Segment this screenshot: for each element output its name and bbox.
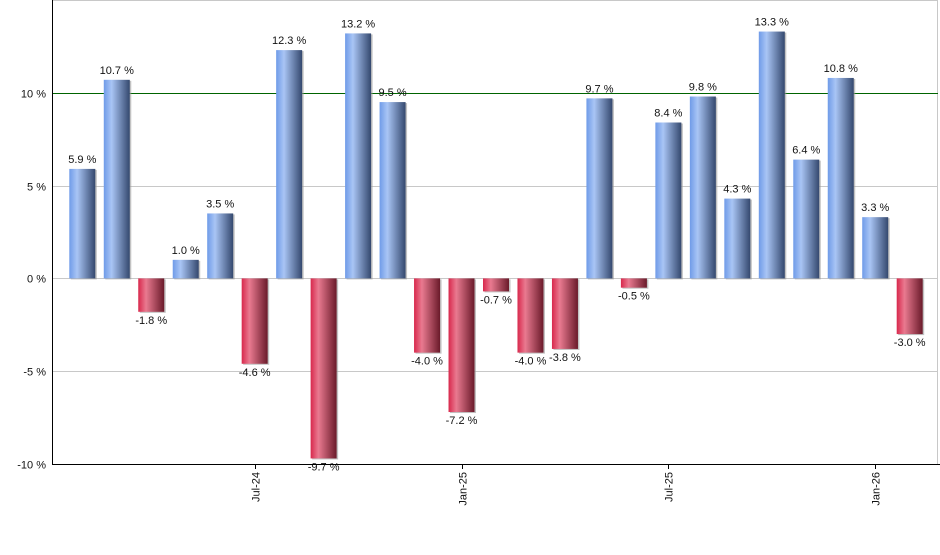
data-label: 12.3 %	[272, 35, 306, 47]
data-label: 5.9 %	[68, 154, 96, 166]
data-label: 1.0 %	[172, 245, 200, 257]
bar	[655, 122, 682, 279]
bar	[586, 98, 613, 279]
bar	[207, 213, 234, 279]
data-label: 10.7 %	[100, 65, 134, 77]
data-label: -9.7 %	[308, 461, 340, 473]
bar	[551, 278, 578, 349]
bar	[241, 278, 268, 364]
y-tick-label: 5 %	[27, 182, 46, 194]
bar	[103, 79, 130, 279]
data-label: -0.7 %	[480, 294, 512, 306]
bar	[689, 96, 716, 279]
y-tick-label: -5 %	[23, 367, 46, 379]
data-label: -3.0 %	[894, 337, 926, 349]
bar	[896, 278, 923, 335]
y-tick-label: 0 %	[27, 274, 46, 286]
bar	[345, 33, 372, 279]
bar	[827, 77, 854, 279]
data-label: -1.8 %	[135, 315, 167, 327]
x-tick-label: Jan-26	[871, 472, 883, 506]
data-label: -4.6 %	[239, 367, 271, 379]
data-label: 9.8 %	[689, 82, 717, 94]
bar	[379, 102, 406, 279]
data-label: 13.2 %	[341, 18, 375, 30]
bar	[310, 278, 337, 459]
data-label: 8.4 %	[654, 107, 682, 119]
data-label: 4.3 %	[723, 184, 751, 196]
bar	[862, 217, 889, 279]
bar	[448, 278, 475, 413]
grid-lines: -10 % -5 % 0 % 5 % 10 %	[17, 0, 938, 472]
x-tick-label: Jan-25	[458, 472, 470, 506]
bar	[483, 278, 509, 292]
data-label: -4.0 %	[515, 356, 547, 368]
axes: Jul-24 Jan-25 Jul-25 Jan-26	[52, 0, 940, 506]
data-label: -3.8 %	[549, 352, 581, 364]
x-tick-label: Jul-24	[251, 472, 263, 502]
data-label: 13.3 %	[755, 17, 789, 29]
data-label: 3.3 %	[861, 202, 889, 214]
bar	[758, 31, 785, 279]
data-label: -7.2 %	[446, 415, 478, 427]
bar	[793, 159, 820, 279]
bars	[69, 31, 925, 460]
data-label: -4.0 %	[411, 356, 443, 368]
bar	[172, 259, 199, 279]
data-label: -0.5 %	[618, 291, 650, 303]
bar	[138, 278, 165, 312]
data-label: 9.5 %	[379, 87, 407, 99]
data-label: 3.5 %	[206, 198, 234, 210]
data-label: 10.8 %	[824, 63, 858, 75]
y-tick-label: 10 %	[21, 89, 46, 101]
x-tick-label: Jul-25	[664, 472, 676, 502]
bar	[276, 50, 303, 279]
data-label: 6.4 %	[792, 145, 820, 157]
bar	[69, 168, 96, 279]
bar	[724, 198, 751, 279]
y-tick-label: -10 %	[17, 460, 46, 472]
bar	[517, 278, 544, 353]
bar	[620, 278, 647, 288]
bar	[414, 278, 441, 353]
data-labels: 5.9 % 10.7 % -1.8 % 1.0 % 3.5 % -4.6 % 12.3 % -…	[68, 17, 926, 474]
data-label: 9.7 %	[585, 83, 613, 95]
